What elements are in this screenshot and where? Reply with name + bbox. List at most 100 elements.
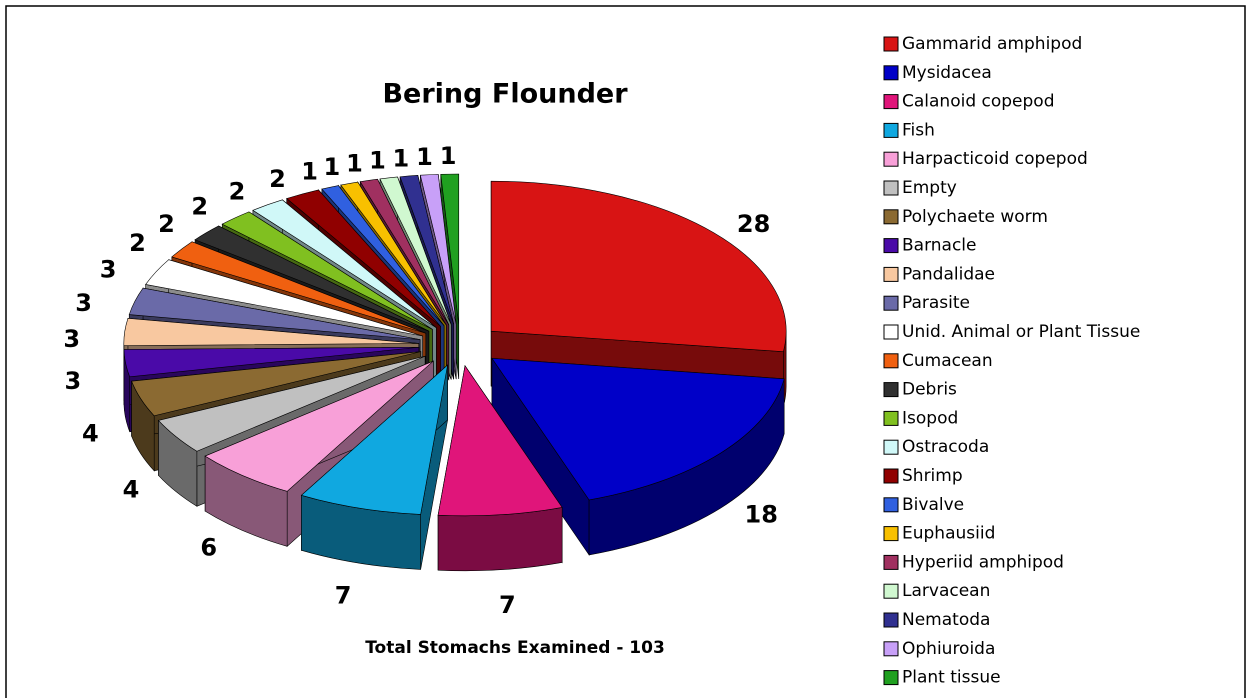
legend-label: Isopod (902, 408, 958, 428)
data-label: 3 (63, 325, 80, 353)
legend-swatch (883, 641, 899, 657)
slice-top (490, 180, 787, 353)
slice-top (379, 176, 452, 325)
legend-swatch (883, 526, 899, 542)
legend-label: Ostracoda (902, 437, 989, 457)
slice-top (128, 287, 421, 340)
slice-top (321, 185, 445, 326)
slice-top (131, 351, 421, 417)
slice-top (252, 199, 437, 329)
data-label: 1 (323, 153, 340, 181)
legend-swatch (883, 612, 899, 628)
legend: Gammarid amphipod Mysidacea Calanoid copep… (883, 34, 1140, 688)
data-label: 2 (129, 229, 146, 257)
legend-swatch (883, 410, 899, 426)
slice-top (204, 360, 434, 492)
legend-swatch (883, 122, 899, 138)
legend-label: Harpacticoid copepod (902, 149, 1088, 169)
legend-swatch (883, 209, 899, 225)
legend-label: Euphausiid (902, 524, 995, 544)
legend-label: Shrimp (902, 466, 963, 486)
data-label: 2 (191, 193, 208, 221)
data-label: 1 (440, 142, 457, 170)
slice-top (440, 173, 460, 325)
legend-swatch (883, 583, 899, 599)
legend-label: Pandalidae (902, 264, 995, 284)
legend-swatch (883, 670, 899, 686)
legend-swatch (883, 439, 899, 455)
slice-top (194, 225, 429, 332)
data-label: 3 (100, 255, 117, 283)
data-label: 4 (82, 420, 99, 448)
legend-swatch (883, 554, 899, 570)
data-label: 1 (369, 146, 386, 174)
data-label: 7 (499, 591, 516, 619)
legend-label: Debris (902, 380, 957, 400)
legend-swatch (883, 266, 899, 282)
legend-label: Calanoid copepod (902, 92, 1055, 112)
legend-label: Unid. Animal or Plant Tissue (902, 322, 1140, 342)
legend-swatch (883, 468, 899, 484)
legend-label: Empty (902, 178, 957, 198)
legend-label: Plant tissue (902, 668, 1001, 688)
slice-top (437, 365, 563, 517)
data-label: 1 (301, 157, 318, 185)
data-label: 7 (335, 581, 352, 609)
legend-swatch (883, 382, 899, 398)
data-label: 18 (745, 500, 778, 528)
legend-label: Fish (902, 120, 935, 140)
slice-top (399, 175, 455, 325)
slice-top (419, 174, 457, 325)
slice-top (491, 357, 785, 501)
legend-label: Parasite (902, 293, 970, 313)
slice-top (359, 178, 450, 325)
slice-top (300, 364, 449, 515)
slice-top (157, 355, 426, 452)
slice-top (145, 259, 423, 337)
data-label: 2 (158, 210, 175, 238)
data-label: 3 (75, 289, 92, 317)
legend-swatch (883, 497, 899, 513)
slice-top (221, 211, 433, 330)
legend-label: Cumacean (902, 351, 993, 371)
legend-swatch (883, 36, 899, 52)
pie-slice (437, 364, 563, 572)
legend-swatch (883, 65, 899, 81)
legend-label: Hyperiid amphipod (902, 552, 1064, 572)
slice-top (123, 318, 419, 346)
slice-top (286, 189, 441, 327)
legend-label: Gammarid amphipod (902, 34, 1082, 54)
legend-label: Mysidacea (902, 63, 992, 83)
slice-wall (437, 507, 563, 572)
legend-label: Nematoda (902, 610, 990, 630)
legend-swatch (883, 324, 899, 340)
legend-swatch (883, 238, 899, 254)
legend-swatch (883, 295, 899, 311)
legend-swatch (883, 180, 899, 196)
data-label: 2 (229, 178, 246, 206)
chart-subtitle: Total Stomachs Examined - 103 (365, 638, 665, 658)
legend-swatch (883, 353, 899, 369)
data-label: 3 (64, 367, 81, 395)
data-label: 6 (200, 533, 217, 561)
chart-title: Bering Flounder (382, 79, 628, 110)
legend-swatch (883, 151, 899, 167)
legend-label: Polychaete worm (902, 207, 1048, 227)
data-label: 4 (123, 475, 140, 503)
legend-label: Larvacean (902, 581, 990, 601)
data-label: 2 (269, 165, 286, 193)
legend-label: Bivalve (902, 495, 964, 515)
pie-slice (300, 364, 449, 570)
data-label: 28 (737, 210, 770, 238)
slice-top (123, 346, 419, 378)
data-label: 1 (346, 149, 363, 177)
slice-top (171, 241, 426, 334)
pie-slice (491, 357, 785, 556)
legend-swatch (883, 94, 899, 110)
data-label: 1 (416, 143, 433, 171)
legend-label: Ophiuroida (902, 639, 995, 659)
slice-top (340, 181, 447, 326)
data-label: 1 (392, 144, 409, 172)
